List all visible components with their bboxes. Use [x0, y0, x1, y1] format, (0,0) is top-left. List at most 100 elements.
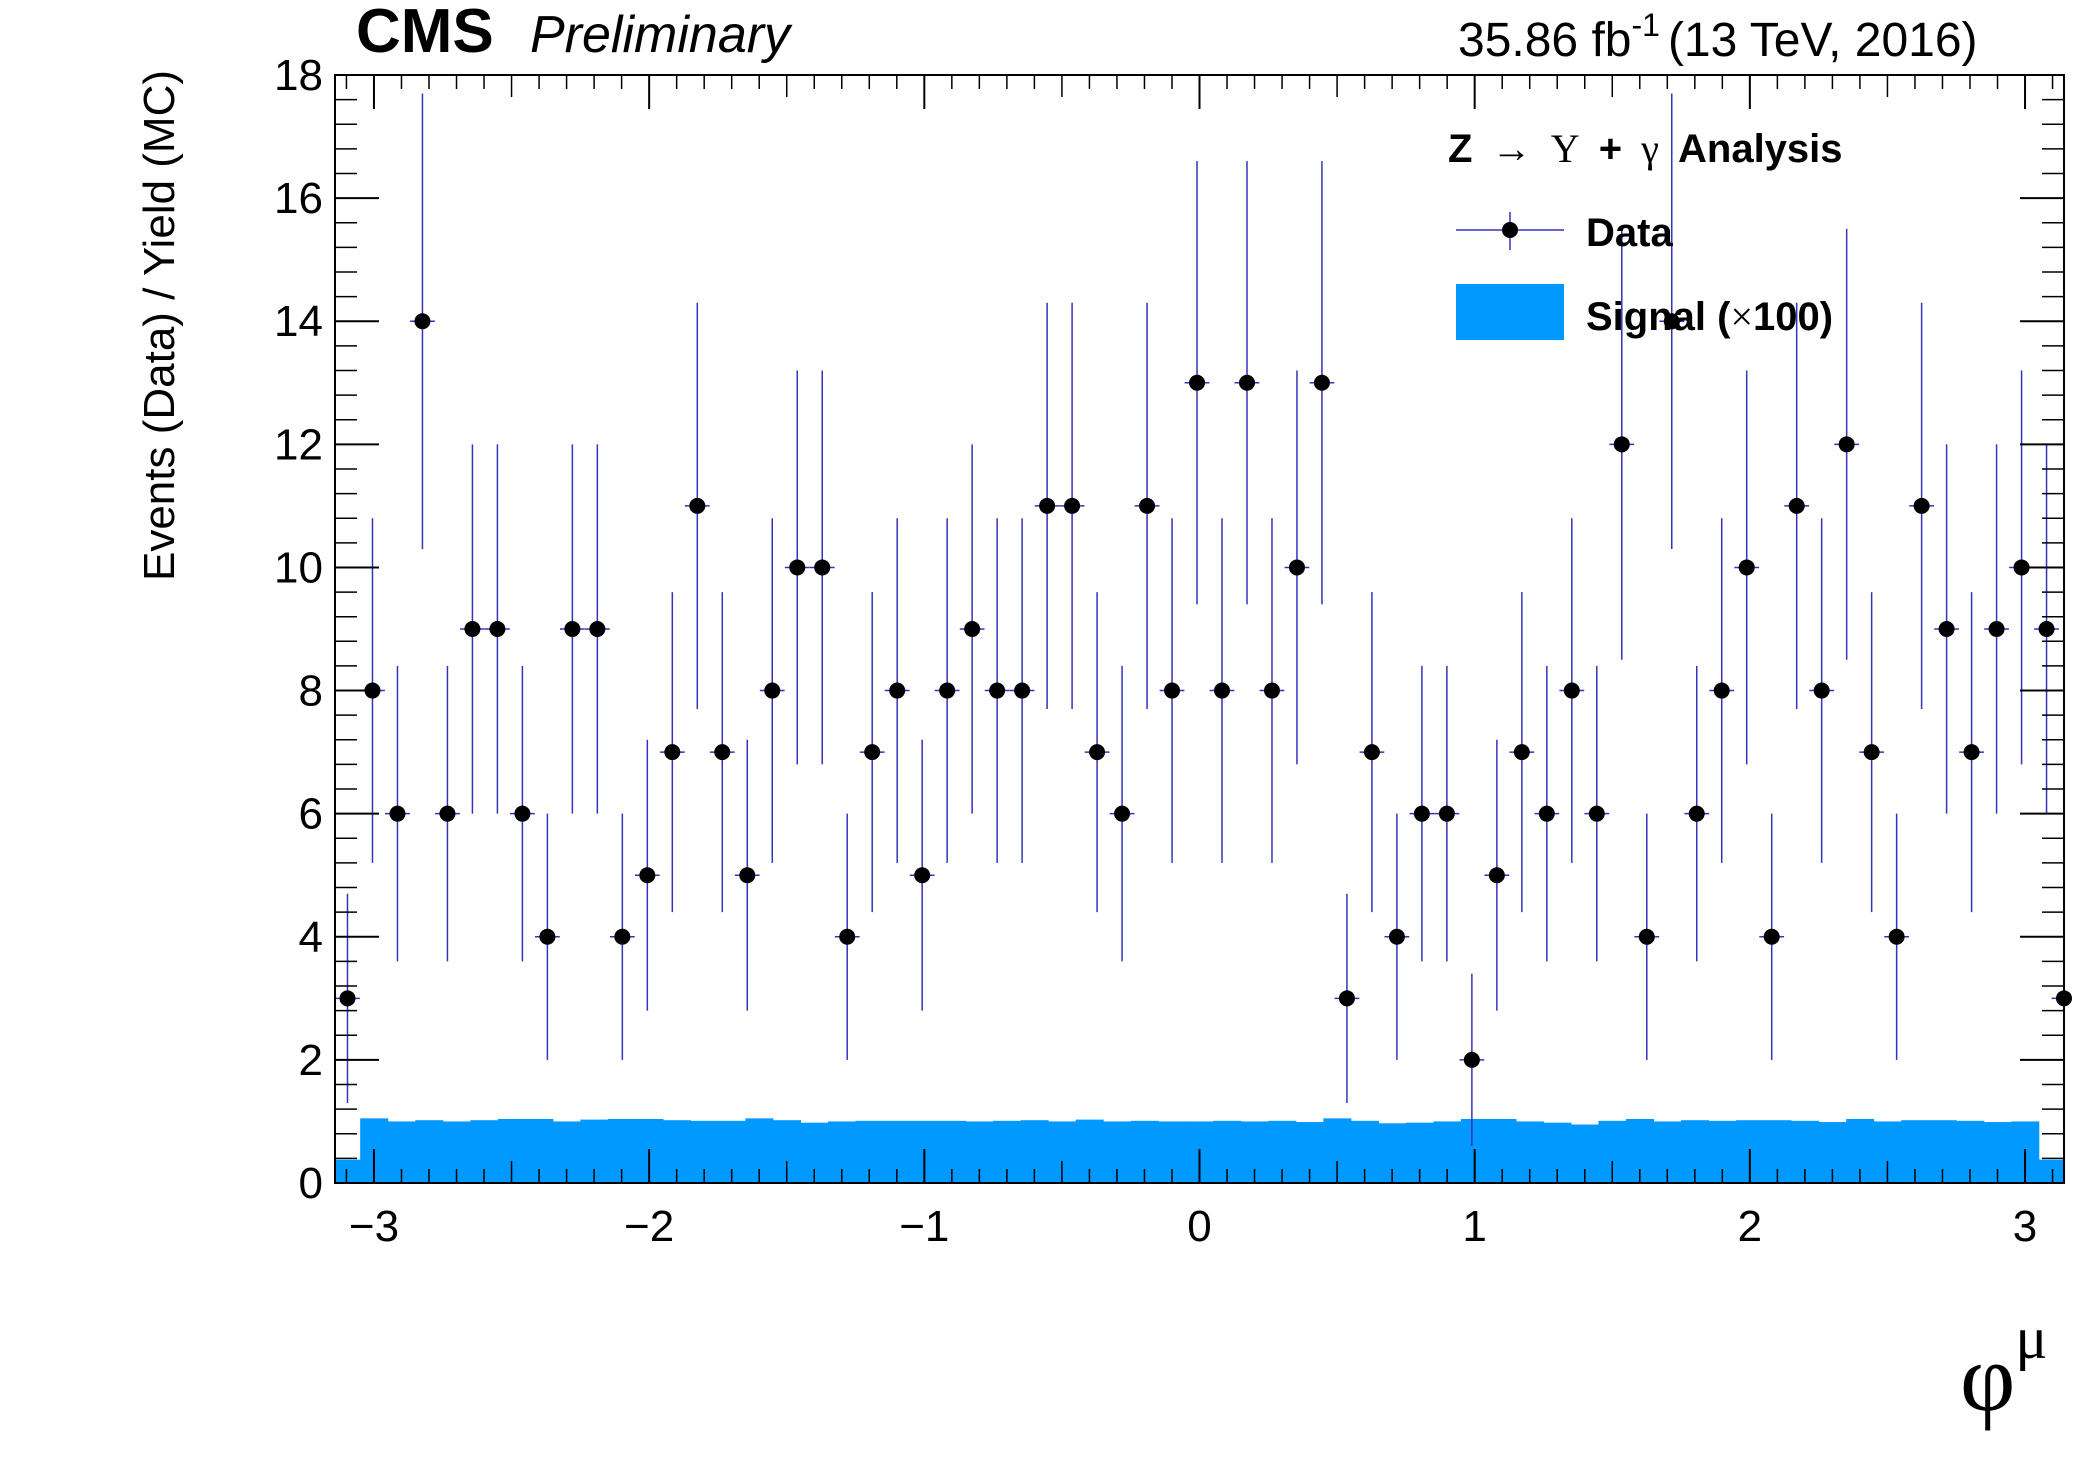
y-tick-label: 18: [274, 51, 323, 100]
legend-header: Z → Υ + γ Analysis: [1448, 126, 1843, 171]
experiment-label: CMS: [356, 0, 494, 66]
data-point-group: [1709, 518, 1735, 863]
data-point: [614, 928, 631, 945]
data-point: [539, 928, 556, 945]
data-point-group: [1334, 893, 1360, 1103]
data-point-group: [909, 739, 935, 1011]
data-point-group: [934, 518, 960, 863]
data-point-group: [1834, 228, 1860, 660]
data-point: [1263, 682, 1280, 699]
data-point: [339, 990, 356, 1007]
data-point-group: [559, 444, 585, 814]
data-point-group: [1184, 161, 1210, 605]
data-points: [335, 93, 2072, 1147]
data-point-group: [1159, 518, 1185, 863]
data-point-group: [1409, 665, 1435, 962]
data-point: [489, 621, 506, 637]
x-axis-symbol: φ: [1960, 1324, 2015, 1431]
data-point: [564, 621, 581, 637]
data-point-group: [1609, 228, 1635, 660]
data-point: [789, 559, 806, 576]
legend-header-arrow: →: [1492, 126, 1532, 171]
data-point: [1089, 744, 1106, 761]
y-tick-label: 4: [299, 913, 323, 962]
data-point-group: [659, 592, 685, 913]
data-point: [864, 744, 881, 761]
data-point: [1114, 805, 1131, 822]
data-point-group: [510, 665, 535, 962]
data-point: [1388, 928, 1405, 945]
data-point: [1413, 805, 1430, 822]
data-point: [1638, 928, 1655, 945]
data-point-group: [609, 813, 635, 1060]
x-tick-label: 1: [1462, 1202, 1486, 1251]
data-point: [1438, 805, 1455, 822]
data-point-group: [709, 592, 735, 913]
data-point-group: [1809, 518, 1835, 863]
data-point-group: [1634, 813, 1660, 1060]
data-point: [1863, 744, 1880, 761]
data-point-group: [1684, 665, 1710, 962]
data-point-group: [2034, 444, 2059, 814]
data-point: [1338, 990, 1355, 1007]
data-point: [2038, 621, 2055, 637]
data-point: [1014, 682, 1031, 699]
data-point: [814, 559, 831, 576]
x-tick-label: −2: [624, 1202, 674, 1251]
data-point-group: [1209, 518, 1235, 863]
x-tick-label: 3: [2013, 1202, 2037, 1251]
data-point: [589, 621, 606, 637]
legend-header-upsilon: Υ: [1551, 126, 1580, 171]
energy-label: (13 TeV, 2016): [1668, 14, 1978, 67]
data-point-group: [1584, 665, 1610, 962]
data-point-group: [1509, 592, 1535, 913]
data-point-group: [1384, 813, 1410, 1060]
data-point-group: [1434, 665, 1460, 962]
legend-header-plus: +: [1599, 127, 1622, 171]
legend-signal-label: Signal (×100): [1586, 294, 1833, 339]
data-point: [939, 682, 956, 699]
signal-bar: [335, 1159, 361, 1183]
data-point-group: [1884, 813, 1910, 1060]
data-point-group: [734, 739, 760, 1011]
data-point-group: [1559, 518, 1585, 863]
data-point: [839, 928, 856, 945]
data-point: [1288, 559, 1305, 576]
lumi-label: 35.86 fb-1 (13 TeV, 2016): [1458, 7, 1978, 67]
data-point: [1738, 559, 1755, 576]
data-point: [1563, 682, 1580, 699]
data-point: [1139, 497, 1156, 514]
data-point-group: [1084, 592, 1110, 913]
data-point-group: [335, 893, 360, 1103]
data-point-group: [1059, 302, 1085, 710]
y-tick-label: 8: [299, 667, 323, 716]
data-point: [1988, 621, 2005, 637]
data-point: [964, 621, 981, 637]
data-point-group: [534, 813, 560, 1060]
data-point-group: [435, 665, 460, 962]
data-point: [1688, 805, 1705, 822]
data-point-group: [784, 370, 810, 765]
data-point-group: [1234, 161, 1260, 605]
data-point: [714, 744, 731, 761]
data-point: [689, 497, 706, 514]
y-tick-label: 6: [299, 790, 323, 839]
data-point-group: [1909, 302, 1935, 710]
data-point: [389, 805, 406, 822]
data-point: [764, 682, 781, 699]
data-point: [889, 682, 906, 699]
legend: Z → Υ + γ Analysis Data Signal (×100): [1448, 126, 1843, 340]
legend-signal-suffix: 100): [1753, 295, 1833, 339]
data-point: [1463, 1051, 1480, 1068]
data-point-group: [2051, 893, 2072, 1103]
data-point: [1488, 867, 1505, 884]
data-point-group: [959, 444, 985, 814]
data-point-group: [984, 518, 1010, 863]
data-point-group: [859, 592, 885, 913]
data-point-group: [634, 739, 660, 1011]
data-point: [1913, 497, 1930, 514]
legend-header-z: Z: [1448, 127, 1472, 171]
data-point-group: [1034, 302, 1060, 710]
